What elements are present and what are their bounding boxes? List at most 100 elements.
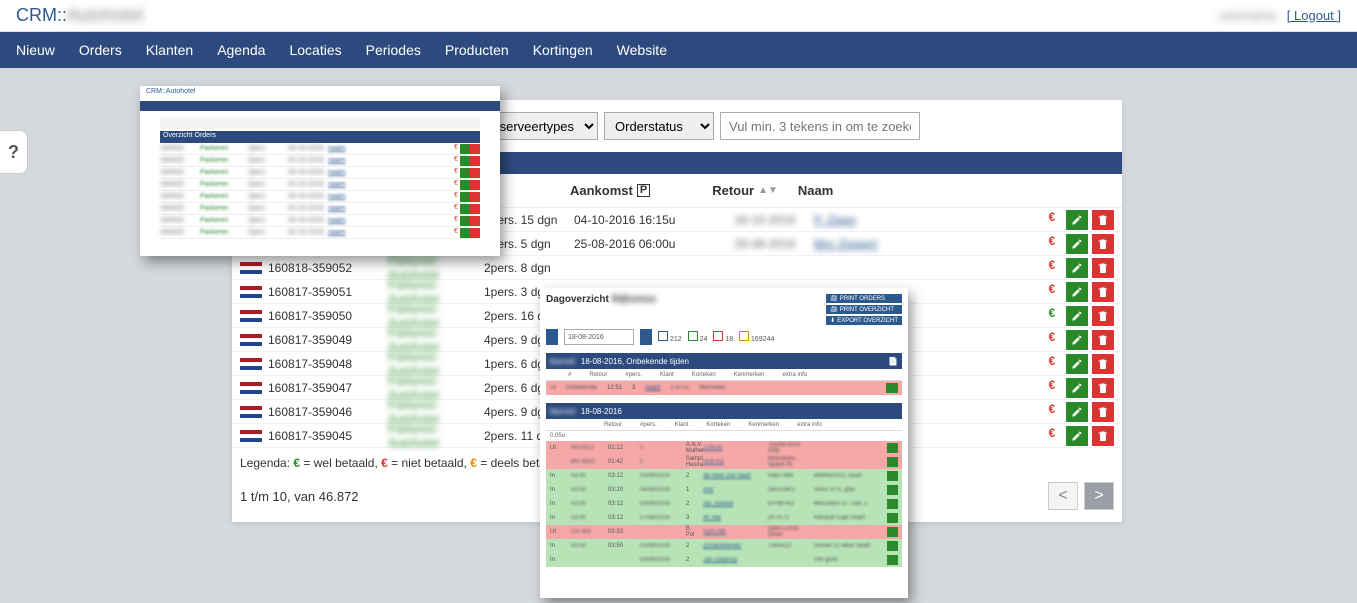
col-aankomst[interactable]: Aankomst P — [570, 183, 650, 198]
nav-nieuw[interactable]: Nieuw — [16, 42, 55, 58]
overlay2-buttons: 🖨 PRINT ORDERS 🖨 PRINT OVERZICHT ⬇ EXPOR… — [826, 294, 902, 325]
edit-button[interactable] — [1066, 234, 1088, 254]
delete-button[interactable] — [1092, 378, 1114, 398]
edit-button[interactable] — [1066, 402, 1088, 422]
mini-row: 160818Parkeren2pers04-10-2016naam€ — [160, 191, 480, 203]
btn-print-overzicht[interactable]: 🖨 PRINT OVERZICHT — [826, 305, 902, 314]
order-naam[interactable]: Mnr Ziewert — [814, 237, 944, 251]
edit-button[interactable] — [1066, 282, 1088, 302]
search-input[interactable] — [720, 112, 920, 140]
payment-status-icon: € — [1042, 402, 1062, 422]
pager-prev[interactable]: < — [1048, 482, 1078, 510]
order-pers: 2pers. 8 dgn — [484, 261, 574, 275]
edit-icon[interactable] — [887, 513, 898, 523]
edit-button[interactable] — [1066, 354, 1088, 374]
col-naam[interactable]: Naam — [798, 183, 833, 198]
nav-periodes[interactable]: Periodes — [366, 42, 421, 58]
flag-nl-icon — [240, 286, 262, 298]
overlay2-section1-head: blurred 18-08-2016, Onbekende tijden 📄 — [546, 353, 902, 369]
mini-row: 160818Parkeren2pers04-10-2016naam€ — [160, 179, 480, 191]
overlay1-title: CRM::Autohotel — [140, 86, 500, 97]
filter-orderstatus[interactable]: Orderstatus — [604, 112, 714, 140]
logout-link[interactable]: [ Logout ] — [1287, 8, 1341, 23]
overlay2-row: MV 882001:421Sampl. Hasira004702Mitsubis… — [546, 455, 902, 469]
edit-icon[interactable] — [887, 541, 898, 551]
delete-button[interactable] — [1092, 402, 1114, 422]
pager-next[interactable]: > — [1084, 482, 1114, 510]
flag-nl-icon — [240, 334, 262, 346]
delete-button[interactable] — [1092, 258, 1114, 278]
edit-button[interactable] — [1066, 378, 1088, 398]
col-retour[interactable]: Retour ▲▼ — [712, 183, 778, 198]
payment-status-icon: € — [1042, 354, 1062, 374]
overlay2-row: UtWV201201:122A.N.V. Mulher278-20Toyota … — [546, 441, 902, 455]
edit-icon[interactable] — [887, 457, 898, 467]
payment-status-icon: € — [1042, 330, 1062, 350]
calendar-stat-icon: 18 — [713, 331, 733, 343]
edit-icon[interactable] — [887, 485, 898, 495]
flag-nl-icon — [240, 310, 262, 322]
order-retour: 18-10-2016 — [734, 213, 814, 227]
mini-row: 160818Parkeren2pers04-10-2016naam€ — [160, 203, 480, 215]
overlay2-section2-title: 18-08-2016 — [581, 407, 622, 416]
flag-nl-icon — [240, 382, 262, 394]
edit-icon[interactable] — [887, 471, 898, 481]
delete-button[interactable] — [1092, 426, 1114, 446]
overlay2-row: UtCR 30003:33B. Pol02X7RKOpel Corsa Zwar… — [546, 525, 902, 539]
mini-row: 160818Parkeren2pers04-10-2016naam€ — [160, 227, 480, 239]
flag-nl-icon — [240, 430, 262, 442]
nav-locaties[interactable]: Locaties — [289, 42, 341, 58]
delete-button[interactable] — [1092, 330, 1114, 350]
current-user: username — [1219, 8, 1277, 23]
edit-button[interactable] — [1066, 426, 1088, 446]
help-tab[interactable]: ? — [0, 130, 28, 174]
overlay2-row: In03:0003:2004/09/20161mur28x518KSVolvo … — [546, 483, 902, 497]
edit-icon[interactable] — [887, 443, 898, 453]
overlay2-thead1: #Retour#pers.KlantKortekenKenmerkenextra… — [546, 369, 902, 381]
order-aankomst: 04-10-2016 16:15u — [574, 213, 734, 227]
col-retour-label: Retour — [712, 183, 754, 198]
nav-klanten[interactable]: Klanten — [146, 42, 193, 58]
legend-prefix: Legenda: — [240, 456, 293, 470]
flag-nl-icon — [240, 262, 262, 274]
edit-icon[interactable] — [886, 383, 898, 393]
order-number: 160817-359048 — [268, 357, 388, 371]
btn-export-overzicht[interactable]: ⬇ EXPORT OVERZICHT — [826, 316, 902, 325]
overlay2-date-prev[interactable] — [546, 329, 558, 345]
btn-print-orders[interactable]: 🖨 PRINT ORDERS — [826, 294, 902, 303]
order-number: 160817-359047 — [268, 381, 388, 395]
overlay2-section2-head: blurred 18-08-2016 — [546, 403, 902, 419]
mini-row: 160818Parkeren2pers04-10-2016naam€ — [160, 167, 480, 179]
order-naam[interactable]: P. Ziwer — [814, 213, 944, 227]
overlay1-tabs — [160, 117, 480, 129]
mini-row: 160818Parkeren2pers04-10-2016naam€ — [160, 143, 480, 155]
edit-icon[interactable] — [887, 499, 898, 509]
nav-website[interactable]: Website — [617, 42, 667, 58]
edit-icon[interactable] — [887, 527, 898, 537]
nav-kortingen[interactable]: Kortingen — [533, 42, 593, 58]
edit-icon[interactable] — [887, 555, 898, 565]
nav-orders[interactable]: Orders — [79, 42, 122, 58]
edit-button[interactable] — [1066, 306, 1088, 326]
nav-producten[interactable]: Producten — [445, 42, 509, 58]
order-number: 160817-359046 — [268, 405, 388, 419]
delete-button[interactable] — [1092, 234, 1114, 254]
payment-status-icon: € — [1042, 258, 1062, 278]
payment-status-icon: € — [1042, 306, 1062, 326]
nav-agenda[interactable]: Agenda — [217, 42, 265, 58]
delete-button[interactable] — [1092, 306, 1114, 326]
delete-button[interactable] — [1092, 354, 1114, 374]
delete-button[interactable] — [1092, 210, 1114, 230]
overlay2-row: In03:0003:1203/09/20162Ian. BankelSPHB-K… — [546, 497, 902, 511]
doc-icon: 📄 — [888, 357, 898, 366]
overlay2-date-input[interactable]: 18-08-2016 — [564, 329, 634, 345]
overlay1-body: Overzicht Orders 160818Parkeren2pers04-1… — [140, 111, 500, 245]
calendar-stat-icon: 212 — [658, 331, 682, 343]
delete-button[interactable] — [1092, 282, 1114, 302]
edit-button[interactable] — [1066, 210, 1088, 230]
edit-button[interactable] — [1066, 258, 1088, 278]
header-right: username [ Logout ] — [1219, 8, 1341, 23]
edit-button[interactable] — [1066, 330, 1088, 350]
brand-prefix: CRM:: — [16, 5, 67, 25]
overlay2-date-next[interactable] — [640, 329, 652, 345]
